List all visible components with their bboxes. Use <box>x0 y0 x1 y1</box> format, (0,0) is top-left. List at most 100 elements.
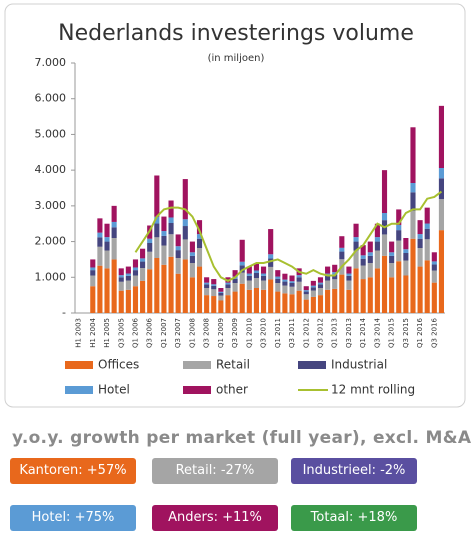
bar-segment <box>132 259 139 268</box>
bar-segment <box>289 275 295 282</box>
bar-segment <box>104 237 110 242</box>
bar-segment <box>317 284 324 288</box>
bar-segment <box>282 293 288 313</box>
bar-segment <box>260 266 267 274</box>
bar-segment <box>268 254 274 259</box>
growth-title: y.o.y. growth per market (full year), ex… <box>12 428 472 448</box>
bar-segment <box>260 289 267 313</box>
bar-segment <box>410 183 416 193</box>
x-tick-label: Q3 2008 <box>203 318 211 348</box>
bar-segment <box>196 238 203 248</box>
bar-segment <box>232 278 238 283</box>
bar-segment <box>168 200 174 218</box>
bar-segment <box>111 238 117 260</box>
bar-segment <box>289 281 295 283</box>
growth-box: Totaal: +18% <box>291 505 417 531</box>
bar-segment <box>140 268 146 281</box>
bar-segment <box>381 170 388 213</box>
bar-segment <box>246 275 252 281</box>
growth-box: Industrieel: -2% <box>291 458 417 484</box>
x-tick-label: Q3 2013 <box>345 318 353 348</box>
bar-segment <box>246 289 252 313</box>
bar-segment <box>353 223 359 238</box>
bar-segment <box>303 291 309 295</box>
legend-label: 12 mnt rolling <box>331 383 415 397</box>
bar-segment <box>396 230 402 241</box>
bar-segment <box>239 265 245 273</box>
bar-segment <box>154 258 160 313</box>
bar-segment <box>90 275 96 287</box>
bar-segment <box>360 255 366 259</box>
bar-segment <box>410 127 416 183</box>
bar-segment <box>232 283 238 292</box>
x-tick-label: H1 2004 <box>89 317 97 347</box>
bar-segment <box>396 209 402 225</box>
bar-segment <box>90 270 96 276</box>
bar-segment <box>332 274 338 280</box>
bar-segment <box>175 234 181 247</box>
bar-segment <box>353 250 359 269</box>
bar-segment <box>332 279 338 289</box>
bar-segment <box>90 259 96 268</box>
bar-segment <box>225 295 231 313</box>
x-tick-label: Q3 2010 <box>260 318 268 348</box>
bar-segment <box>310 285 316 288</box>
y-tick-label: 5.000 <box>35 127 67 140</box>
legend-swatch <box>183 361 211 369</box>
bar-segment <box>374 268 380 313</box>
bar-segment <box>211 285 217 290</box>
bar-segment <box>403 249 409 253</box>
bar-segment <box>189 252 195 256</box>
bar-segment <box>260 275 267 281</box>
x-tick-label: Q3 2015 <box>402 318 410 348</box>
bar-segment <box>431 270 437 283</box>
y-tick-label: 4.000 <box>35 163 67 176</box>
legend-label: Offices <box>98 358 139 372</box>
x-tick-label: H1 2003 <box>75 318 83 348</box>
bar-segment <box>147 243 153 252</box>
bar-segment <box>417 234 423 239</box>
bar-segment <box>360 279 366 313</box>
bar-segment <box>211 279 217 285</box>
bar-segment <box>140 280 146 313</box>
bar-segment <box>260 273 267 276</box>
bar-segment <box>97 265 103 313</box>
x-tick-label: Q1 2014 <box>359 317 367 348</box>
bar-segment <box>218 291 224 293</box>
bar-segment <box>296 275 302 278</box>
bar-segment <box>317 295 324 313</box>
bar-segment <box>182 226 188 240</box>
bar-segment <box>303 290 309 292</box>
bar-segment <box>147 251 153 270</box>
bar-segment <box>431 261 437 265</box>
bar-segment <box>182 179 188 220</box>
bar-segment <box>374 237 380 242</box>
x-tick-label: Q1 2008 <box>188 318 196 348</box>
bar-segment <box>97 246 103 266</box>
bar-segment <box>346 275 352 281</box>
bar-segment <box>218 293 224 296</box>
bar-segment <box>253 273 260 278</box>
bar-segment <box>403 253 409 261</box>
chart-subtitle: (in miljoen) <box>208 53 265 64</box>
bar-segment <box>132 270 139 276</box>
bar-segment <box>431 264 437 271</box>
bar-segment <box>175 273 181 313</box>
bar-segment <box>232 270 238 277</box>
bar-segment <box>396 261 402 313</box>
chart-title: Nederlands investerings volume <box>58 21 414 46</box>
bar-segment <box>204 295 210 313</box>
bar-segment <box>97 232 103 238</box>
bar-segment <box>118 275 124 278</box>
bar-segment <box>104 241 110 251</box>
bar-segment <box>289 286 295 295</box>
bar-segment <box>246 280 252 290</box>
bar-segment <box>282 281 288 286</box>
x-tick-label: Q3 2016 <box>430 317 438 348</box>
bar-segment <box>97 218 103 233</box>
bar-segment <box>118 268 124 276</box>
bar-segment <box>175 250 181 258</box>
legend-label: Hotel <box>98 383 130 397</box>
bar-segment <box>424 260 430 313</box>
